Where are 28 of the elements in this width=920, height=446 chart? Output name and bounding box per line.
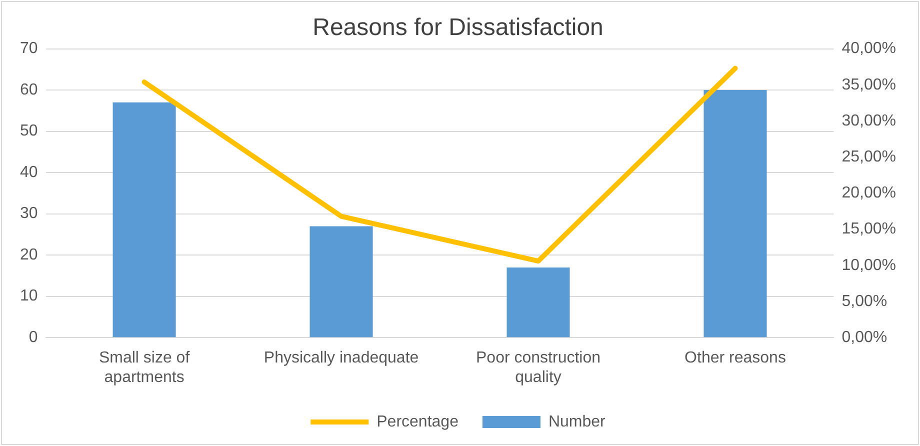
y2-tick-label: 40,00% [842,40,896,58]
y-tick-label: 40 [20,164,38,181]
bar [310,226,373,338]
legend-label: Percentage [376,413,459,430]
x-tick-label: Other reasons [684,350,786,367]
x-tick-label: Poor construction quality [476,350,601,386]
bar [704,90,767,338]
x-tick-label: Small size of apartments [98,350,190,386]
y-tick-label: 10 [20,288,38,305]
y2-tick-label: 35,00% [842,76,896,94]
y-tick-label: 70 [20,40,38,58]
legend-label: Number [548,413,606,430]
bar [506,267,570,338]
x-tick-label: Physically inadequate [264,350,419,367]
y-tick-label: 30 [20,205,38,222]
y2-tick-label: 5,00% [842,292,888,310]
y-tick-label: 0 [28,329,38,346]
y2-tick-label: 15,00% [842,220,896,238]
y2-tick-label: 0,00% [842,329,888,346]
y2-tick-label: 10,00% [842,256,896,274]
bar [112,102,176,338]
y2-tick-label: 20,00% [842,184,896,202]
chart-title: Reasons for Dissatisfaction [312,14,604,42]
y-tick-label: 20 [20,246,38,264]
y-tick-label: 60 [20,81,38,98]
y2-tick-label: 25,00% [842,148,896,166]
y-tick-label: 50 [20,122,38,140]
y2-tick-label: 30,00% [842,112,896,130]
